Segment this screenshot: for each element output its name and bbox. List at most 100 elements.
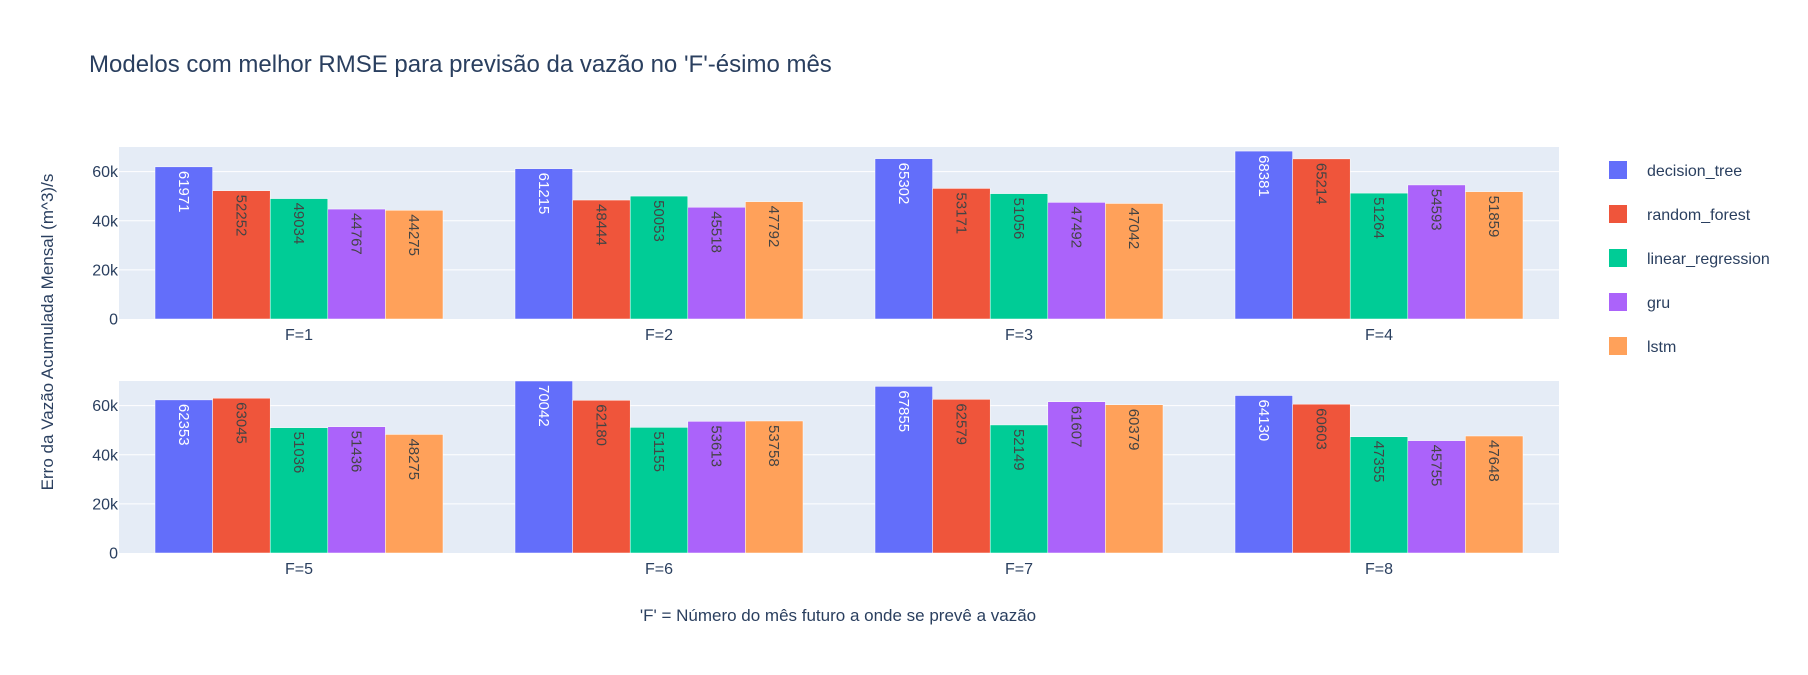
bar-value-label: 47792 bbox=[765, 206, 782, 248]
bar-value-label: 47648 bbox=[1485, 440, 1502, 482]
bar-decision_tree-F=8[interactable] bbox=[1234, 395, 1293, 554]
bar-value-label: 52149 bbox=[1010, 429, 1027, 471]
legend-swatch bbox=[1609, 161, 1627, 179]
bar-value-label: 63045 bbox=[232, 402, 249, 444]
y-tick-label: 0 bbox=[109, 312, 118, 329]
bar-value-label: 60379 bbox=[1125, 409, 1142, 451]
bar-decision_tree-F=6[interactable] bbox=[514, 380, 573, 554]
bar-value-label: 64130 bbox=[1255, 400, 1272, 442]
bar-lstm-F=3[interactable] bbox=[1105, 203, 1164, 320]
y-tick-label: 40k bbox=[92, 213, 119, 230]
legend-item-decision_tree[interactable]: decision_tree bbox=[1609, 161, 1742, 180]
x-axis-label: 'F' = Número do mês futuro a onde se pre… bbox=[640, 606, 1036, 625]
legend-label: gru bbox=[1647, 295, 1670, 312]
bar-random_forest-F=2[interactable] bbox=[572, 199, 631, 320]
bar-value-label: 65302 bbox=[895, 163, 912, 205]
bar-value-label: 53613 bbox=[708, 425, 725, 467]
x-tick-label: F=4 bbox=[1365, 327, 1393, 344]
bar-random_forest-F=3[interactable] bbox=[932, 188, 991, 320]
bar-decision_tree-F=3[interactable] bbox=[874, 158, 933, 320]
bar-value-label: 53758 bbox=[765, 425, 782, 467]
bar-value-label: 68381 bbox=[1255, 155, 1272, 197]
bar-decision_tree-F=5[interactable] bbox=[154, 399, 213, 554]
legend-swatch bbox=[1609, 249, 1627, 267]
bar-lstm-F=4[interactable] bbox=[1465, 191, 1524, 320]
bar-value-label: 49034 bbox=[290, 203, 307, 245]
bar-random_forest-F=7[interactable] bbox=[932, 399, 991, 554]
x-tick-label: F=7 bbox=[1005, 561, 1033, 578]
bar-linear_regression-F=8[interactable] bbox=[1349, 436, 1409, 554]
bar-value-label: 62180 bbox=[592, 404, 609, 446]
bar-value-label: 45518 bbox=[708, 211, 725, 253]
bar-linear_regression-F=3[interactable] bbox=[989, 193, 1049, 320]
bar-value-label: 70042 bbox=[535, 385, 552, 427]
bar-gru-F=8[interactable] bbox=[1407, 440, 1466, 554]
bar-random_forest-F=6[interactable] bbox=[572, 400, 631, 554]
bar-value-label: 62353 bbox=[175, 404, 192, 446]
bar-linear_regression-F=5[interactable] bbox=[269, 427, 329, 554]
y-tick-label: 40k bbox=[92, 447, 119, 464]
y-axis-label: Erro da Vazão Acumulada Mensal (m^3)/s bbox=[38, 174, 57, 491]
bar-gru-F=4[interactable] bbox=[1407, 184, 1466, 320]
bar-lstm-F=5[interactable] bbox=[385, 434, 444, 554]
bar-lstm-F=6[interactable] bbox=[745, 420, 804, 554]
bar-value-label: 47042 bbox=[1125, 207, 1142, 249]
legend-swatch bbox=[1609, 337, 1627, 355]
bar-value-label: 65214 bbox=[1312, 163, 1329, 205]
x-tick-label: F=6 bbox=[645, 561, 673, 578]
bar-gru-F=5[interactable] bbox=[327, 426, 386, 554]
bar-value-label: 51859 bbox=[1485, 196, 1502, 238]
legend-label: lstm bbox=[1647, 339, 1676, 356]
bar-linear_regression-F=1[interactable] bbox=[269, 198, 329, 320]
bar-value-label: 47492 bbox=[1068, 206, 1085, 248]
bar-value-label: 51155 bbox=[650, 431, 667, 472]
y-tick-label: 20k bbox=[92, 496, 119, 513]
bar-lstm-F=1[interactable] bbox=[385, 210, 444, 320]
bar-value-label: 51036 bbox=[290, 432, 307, 474]
bar-value-label: 53171 bbox=[952, 192, 969, 234]
bar-gru-F=6[interactable] bbox=[687, 421, 746, 554]
bar-value-label: 61215 bbox=[535, 173, 552, 215]
bar-random_forest-F=4[interactable] bbox=[1292, 158, 1351, 320]
bar-value-label: 62579 bbox=[952, 403, 969, 445]
legend-item-lstm[interactable]: lstm bbox=[1609, 337, 1676, 356]
bar-decision_tree-F=7[interactable] bbox=[874, 386, 933, 554]
bar-value-label: 44767 bbox=[348, 213, 365, 255]
bar-value-label: 60603 bbox=[1312, 408, 1329, 450]
bar-decision_tree-F=2[interactable] bbox=[514, 168, 573, 320]
bar-value-label: 61607 bbox=[1068, 406, 1085, 448]
legend-label: random_forest bbox=[1647, 207, 1751, 224]
bar-value-label: 54593 bbox=[1428, 189, 1445, 231]
bar-decision_tree-F=1[interactable] bbox=[154, 166, 213, 320]
bar-gru-F=2[interactable] bbox=[687, 206, 746, 320]
bar-lstm-F=8[interactable] bbox=[1465, 435, 1524, 554]
bar-value-label: 61971 bbox=[175, 171, 192, 213]
bar-value-label: 51436 bbox=[348, 431, 365, 473]
legend-item-gru[interactable]: gru bbox=[1609, 293, 1670, 312]
legend[interactable]: decision_tree random_forest linear_regress… bbox=[1609, 161, 1770, 356]
bar-linear_regression-F=7[interactable] bbox=[989, 424, 1049, 554]
plot-area: 0 20k 40k 60k 61971 52252 49034 44767 44275 F=1 61… bbox=[92, 147, 1559, 578]
bar-lstm-F=7[interactable] bbox=[1105, 404, 1164, 554]
bar-gru-F=3[interactable] bbox=[1047, 202, 1106, 320]
bar-value-label: 50053 bbox=[650, 200, 667, 242]
legend-item-linear_regression[interactable]: linear_regression bbox=[1609, 249, 1770, 268]
x-tick-label: F=2 bbox=[645, 327, 673, 344]
bar-lstm-F=2[interactable] bbox=[745, 201, 804, 320]
bar-value-label: 51264 bbox=[1370, 197, 1387, 239]
bar-random_forest-F=8[interactable] bbox=[1292, 403, 1351, 554]
chart-title: Modelos com melhor RMSE para previsão da… bbox=[89, 51, 832, 78]
bar-random_forest-F=5[interactable] bbox=[212, 397, 271, 554]
bar-linear_regression-F=2[interactable] bbox=[629, 195, 689, 320]
legend-swatch bbox=[1609, 205, 1627, 223]
legend-item-random_forest[interactable]: random_forest bbox=[1609, 205, 1751, 224]
bar-value-label: 48444 bbox=[592, 204, 609, 246]
bar-linear_regression-F=4[interactable] bbox=[1349, 192, 1409, 320]
bar-value-label: 51056 bbox=[1010, 198, 1027, 240]
bar-value-label: 47355 bbox=[1370, 441, 1387, 483]
y-tick-label: 20k bbox=[92, 262, 119, 279]
bar-value-label: 45755 bbox=[1428, 445, 1445, 487]
x-tick-label: F=1 bbox=[285, 327, 313, 344]
bar-gru-F=1[interactable] bbox=[327, 208, 386, 320]
